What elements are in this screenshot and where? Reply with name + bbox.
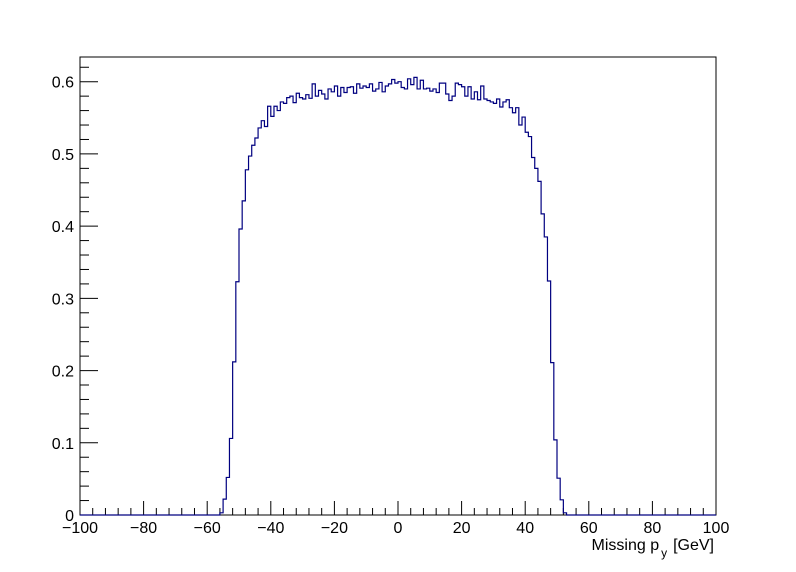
- x-tick-label: −60: [194, 520, 221, 537]
- y-axis-tick-labels: 0 0.1 0.2 0.3 0.4 0.5 0.6: [52, 75, 74, 525]
- histogram-series-line: [80, 76, 716, 516]
- x-axis-ticks: [79, 501, 717, 515]
- x-tick-label: −80: [130, 520, 157, 537]
- y-tick-label: 0.5: [52, 147, 74, 164]
- x-tick-label: 20: [453, 520, 471, 537]
- x-axis-title-main: Missing p: [592, 537, 660, 554]
- y-tick-label: 0.2: [52, 364, 74, 381]
- x-tick-label: −40: [257, 520, 284, 537]
- y-tick-label: 0.1: [52, 436, 74, 453]
- x-tick-label: 0: [394, 520, 403, 537]
- x-tick-label: 80: [644, 520, 662, 537]
- y-tick-label: 0.4: [52, 219, 74, 236]
- x-tick-label: 100: [703, 520, 730, 537]
- x-tick-label: 60: [580, 520, 598, 537]
- plot-frame: [79, 56, 717, 516]
- y-axis-ticks: [80, 66, 98, 516]
- y-tick-label: 0.3: [52, 291, 74, 308]
- x-axis-title-unit: [GeV]: [673, 537, 714, 554]
- x-tick-label: −20: [321, 520, 348, 537]
- y-tick-label: 0: [65, 508, 74, 525]
- y-tick-label: 0.6: [52, 75, 74, 92]
- x-axis-tick-labels: −100 −80 −60 −40 −20 0 20 40 60 80 100: [62, 520, 729, 537]
- x-tick-label: 40: [516, 520, 534, 537]
- x-axis-title: Missing p y [GeV]: [592, 537, 714, 560]
- x-axis-title-subscript: y: [661, 546, 667, 560]
- x-tick-label: −100: [62, 520, 98, 537]
